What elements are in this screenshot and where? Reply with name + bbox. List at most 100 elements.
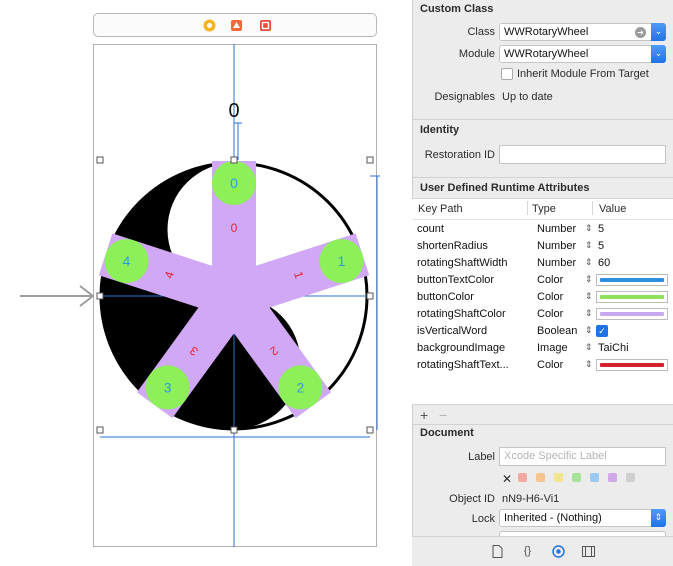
- wheel-button-circle[interactable]: [319, 239, 364, 284]
- attribute-row[interactable]: rotatingShaftColor Color ⇕: [412, 306, 673, 323]
- type-popup-icon[interactable]: ⇕: [585, 325, 593, 335]
- chevron-down-icon[interactable]: ⌄: [651, 23, 666, 41]
- wheel-button-4[interactable]: 4: [104, 239, 149, 284]
- xcode-label-field[interactable]: Xcode Specific Label: [499, 447, 666, 466]
- exit-icon[interactable]: [259, 19, 272, 32]
- header-key-path[interactable]: Key Path: [418, 203, 463, 215]
- chevron-down-icon[interactable]: ⌄: [651, 45, 666, 63]
- color-swatch-fill: [600, 295, 664, 299]
- shaft-label: 1: [291, 270, 306, 281]
- attribute-value[interactable]: 5: [598, 223, 605, 235]
- label-color-swatch[interactable]: [626, 473, 635, 482]
- color-well[interactable]: [596, 274, 668, 286]
- wheel-button-circle[interactable]: [278, 365, 323, 410]
- attribute-type[interactable]: Color: [537, 274, 564, 286]
- identity-icon[interactable]: [552, 545, 565, 558]
- attribute-row[interactable]: buttonColor Color ⇕: [412, 289, 673, 306]
- shaft-label: 4: [162, 269, 177, 280]
- module-combobox[interactable]: WWRotaryWheel ⌄: [499, 45, 666, 63]
- attribute-value[interactable]: 60: [598, 257, 611, 269]
- attribute-row[interactable]: isVerticalWord Boolean ⇕ ✓: [412, 323, 673, 340]
- runtime-attributes-table[interactable]: Key Path Type Value count Number ⇕ 5 shorten…: [412, 198, 673, 405]
- header-value[interactable]: Value: [599, 203, 627, 215]
- size-icon[interactable]: [582, 545, 595, 558]
- wheel-buttons[interactable]: 0 1 2 3 4: [104, 161, 364, 410]
- label-color-swatch[interactable]: [536, 473, 545, 482]
- attribute-type[interactable]: Color: [537, 291, 564, 303]
- attribute-row[interactable]: buttonTextColor Color ⇕: [412, 272, 673, 289]
- divider: [413, 424, 673, 425]
- go-to-class-icon[interactable]: ➜: [635, 27, 646, 38]
- attribute-type[interactable]: Color: [537, 308, 564, 320]
- type-popup-icon[interactable]: ⇕: [585, 274, 593, 284]
- add-attribute-button[interactable]: +: [420, 407, 429, 423]
- color-well[interactable]: [596, 308, 668, 320]
- inherit-module-checkbox[interactable]: [501, 68, 513, 80]
- type-popup-icon[interactable]: ⇕: [585, 257, 593, 267]
- attribute-type[interactable]: Image: [537, 342, 568, 354]
- file-icon[interactable]: [491, 545, 504, 558]
- first-responder-icon[interactable]: [230, 19, 243, 32]
- attribute-key[interactable]: rotatingShaftColor: [417, 308, 506, 320]
- attribute-value[interactable]: 5: [598, 240, 605, 252]
- color-well[interactable]: [596, 359, 668, 371]
- wheel-button-2[interactable]: 2: [278, 365, 323, 410]
- lock-popup[interactable]: Inherited - (Nothing) ⇕: [499, 509, 666, 527]
- color-well[interactable]: [596, 291, 668, 303]
- wheel-button-label: 3: [164, 379, 172, 395]
- attribute-key[interactable]: shortenRadius: [417, 240, 488, 252]
- remove-attribute-button[interactable]: −: [439, 407, 448, 423]
- attribute-key[interactable]: rotatingShaftText...: [417, 359, 509, 371]
- type-popup-icon[interactable]: ⇕: [585, 359, 593, 369]
- type-popup-icon[interactable]: ⇕: [585, 240, 593, 250]
- attribute-key[interactable]: backgroundImage: [417, 342, 506, 354]
- attribute-type[interactable]: Boolean: [537, 325, 578, 337]
- attribute-key[interactable]: buttonTextColor: [417, 274, 495, 286]
- braces-icon[interactable]: {}: [523, 545, 532, 557]
- color-swatch-fill: [600, 278, 664, 282]
- attribute-type[interactable]: Number: [537, 257, 577, 269]
- boolean-checkbox[interactable]: ✓: [596, 325, 608, 337]
- wheel-button-circle[interactable]: [145, 365, 190, 410]
- attribute-key[interactable]: buttonColor: [417, 291, 474, 303]
- attribute-row[interactable]: backgroundImage Image ⇕ TaiChi: [412, 340, 673, 357]
- type-popup-icon[interactable]: ⇕: [585, 342, 593, 352]
- attribute-row[interactable]: rotatingShaftText... Color ⇕: [412, 357, 673, 374]
- chevron-updown-icon[interactable]: ⇕: [651, 509, 666, 527]
- type-popup-icon[interactable]: ⇕: [585, 291, 593, 301]
- label-label: Label: [468, 451, 495, 463]
- restoration-id-field[interactable]: [499, 145, 666, 164]
- attribute-type[interactable]: Number: [537, 223, 577, 235]
- attribute-value[interactable]: TaiChi: [598, 342, 629, 354]
- clipped-field: [499, 531, 666, 537]
- attribute-row[interactable]: rotatingShaftWidth Number ⇕ 60: [412, 255, 673, 272]
- label-color-swatch[interactable]: [608, 473, 617, 482]
- type-popup-icon[interactable]: ⇕: [585, 308, 593, 318]
- clear-color-label-icon[interactable]: ✕: [502, 472, 513, 486]
- type-popup-icon[interactable]: ⇕: [585, 223, 593, 233]
- attribute-row[interactable]: count Number ⇕ 5: [412, 221, 673, 238]
- wheel-button-0[interactable]: 0: [212, 161, 256, 205]
- class-combobox[interactable]: WWRotaryWheel ➜ ⌄: [499, 23, 666, 41]
- identity-title: Identity: [420, 124, 460, 136]
- wheel-button-1[interactable]: 1: [319, 239, 364, 284]
- label-color-swatch[interactable]: [518, 473, 527, 482]
- attribute-type[interactable]: Number: [537, 240, 577, 252]
- attribute-key[interactable]: isVerticalWord: [417, 325, 488, 337]
- view-controller-icon[interactable]: [203, 19, 216, 32]
- rotary-wheel-view[interactable]: 0 1 2 3 4 0 1 2 3 4 0: [0, 0, 412, 566]
- attribute-type[interactable]: Color: [537, 359, 564, 371]
- divider: [413, 177, 673, 178]
- label-color-swatch[interactable]: [554, 473, 563, 482]
- xcode-label-placeholder: Xcode Specific Label: [504, 450, 607, 462]
- wheel-button-circle[interactable]: [104, 239, 149, 284]
- wheel-button-3[interactable]: 3: [145, 365, 190, 410]
- label-color-swatch[interactable]: [572, 473, 581, 482]
- attribute-row[interactable]: shortenRadius Number ⇕ 5: [412, 238, 673, 255]
- wheel-button-circle[interactable]: [212, 161, 256, 205]
- label-color-swatch[interactable]: [590, 473, 599, 482]
- restoration-id-label: Restoration ID: [424, 149, 495, 161]
- attribute-key[interactable]: rotatingShaftWidth: [417, 257, 508, 269]
- attribute-key[interactable]: count: [417, 223, 444, 235]
- header-type[interactable]: Type: [532, 203, 556, 215]
